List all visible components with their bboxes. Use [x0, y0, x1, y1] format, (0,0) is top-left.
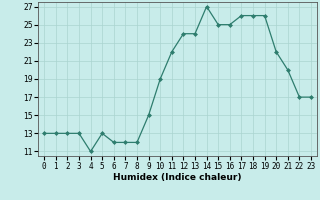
X-axis label: Humidex (Indice chaleur): Humidex (Indice chaleur) [113, 173, 242, 182]
